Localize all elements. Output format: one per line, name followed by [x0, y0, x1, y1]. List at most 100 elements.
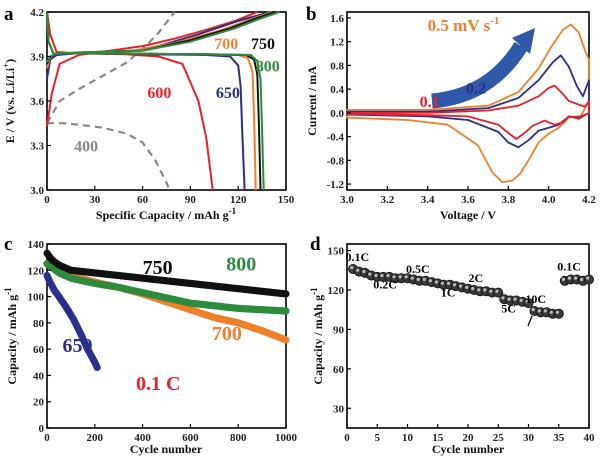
panel-d-rate-label-1C: 1C — [441, 286, 456, 300]
panel-b-ytick-label: 0.8 — [330, 60, 344, 72]
panel-b-ytick-label: 0.0 — [330, 108, 344, 120]
panel-d-point-highlight — [459, 284, 463, 288]
panel-b-xtick-label: 3.2 — [380, 194, 394, 206]
panel-d-xtick-label: 30 — [523, 432, 535, 444]
panel-d-point-highlight — [543, 309, 547, 313]
panel-a-letter: a — [4, 4, 14, 25]
panel-d-point-highlight — [362, 269, 366, 274]
panel-b-ytick-label: -1.2 — [327, 179, 345, 191]
panel-d-point-highlight — [434, 280, 438, 284]
panel-c-axes: 0 200 400 600 800 1000 0 20 40 60 80 100 120 140 — [28, 239, 298, 444]
panel-d-ytick-label: 90 — [333, 324, 345, 336]
panel-d-point-highlight — [531, 308, 535, 312]
panel-d-point-highlight — [380, 273, 384, 278]
panel-a-label-400: 400 — [74, 138, 98, 155]
panel-d-ytick-label: 30 — [333, 403, 345, 415]
panel-d-point-highlight — [392, 275, 396, 279]
panel-c-ytick-label: 100 — [28, 292, 45, 304]
panel-c-xtick-label: 0 — [44, 432, 50, 444]
panel-d-point-highlight — [537, 309, 541, 313]
panel-b-labels: 0.1 0.2 0.5 mV s-1 — [420, 15, 500, 111]
panel-d-xtick-label: 5 — [375, 432, 381, 444]
panel-d-xtick-label: 10 — [402, 432, 414, 444]
panel-d-rate-label-0-5C: 0.5C — [406, 262, 430, 276]
panel-d-point-highlight — [416, 277, 420, 281]
panel-a-ytick-label: 3.6 — [30, 96, 44, 108]
panel-d-xlabel: Cycle number — [432, 442, 505, 456]
panel-c-rate-annotation: 0.1 C — [136, 373, 180, 395]
panel-a-xtick-label: 120 — [230, 194, 247, 206]
panel-b-label-0-1: 0.1 — [420, 94, 440, 111]
panel-d-point-highlight — [350, 266, 354, 270]
panel-b-xtick-label: 3.8 — [501, 194, 515, 206]
panel-c-ytick-label: 140 — [28, 239, 45, 251]
panel-d-point-highlight — [477, 288, 481, 292]
panel-d-point-highlight — [513, 297, 517, 301]
panel-b-curves — [346, 23, 590, 184]
panel-c-letter: c — [4, 234, 12, 255]
panel-a-series-400-discharge-curve — [47, 122, 171, 191]
panel-d-xtick-label: 0 — [344, 432, 350, 444]
panel-d-ytick-label: 150 — [328, 246, 345, 258]
panel-b-ylabel: Current / mA — [305, 66, 319, 136]
panel-c-ytick-label: 80 — [33, 318, 45, 330]
panel-b-scan-rate-arrow-shaft — [431, 41, 528, 109]
panel-d-point-highlight — [471, 287, 475, 291]
panel-d-xtick-label: 25 — [493, 432, 505, 444]
panel-d-points — [348, 263, 595, 319]
panel-d-rate-label-0-1C: 0.1C — [345, 250, 369, 264]
panel-c-ytick-label: 60 — [33, 344, 45, 356]
panel-d-point-highlight — [368, 272, 372, 276]
panel-b-scan-rate-arrow-head — [512, 28, 535, 54]
panel-b-frame — [346, 11, 590, 191]
panel-c-ytick-label: 40 — [33, 370, 45, 382]
panel-b-ytick-label: -0.4 — [327, 132, 345, 144]
panel-d-point-highlight — [489, 289, 493, 293]
panel-c-point-650 — [93, 363, 101, 372]
panel-c-ylabel: Capacity / mAh g-1 — [3, 287, 19, 385]
panel-a-xtick-label: 150 — [278, 194, 295, 206]
panel-a-axes: 0 30 60 90 120 150 3.0 3.3 3.6 3.9 4.2 — [30, 7, 295, 206]
panel-a-curves — [46, 11, 280, 191]
panel-d-ylabel: Capacity / mAh g-1 — [309, 287, 325, 385]
panel-c-xtick-label: 800 — [230, 432, 247, 444]
panel-c-xtick-label: 200 — [87, 432, 104, 444]
panel-d-point-highlight — [580, 277, 584, 281]
panel-a-series-600-discharge-curve — [46, 11, 214, 191]
panel-c-label-800: 800 — [226, 253, 256, 275]
panel-b-letter: b — [306, 4, 317, 25]
panel-b-axes: 3.0 3.2 3.4 3.6 3.8 4.0 4.2 -1.2 -0.8 -0.4 0.0 0.4 0… — [327, 13, 597, 206]
panel-b-label-scan-rate: 0.5 mV s-1 — [428, 15, 500, 35]
panel-a-ytick-label: 3.9 — [30, 52, 44, 64]
panel-a: 0 30 60 90 120 150 3.0 3.3 3.6 3.9 4.2 400 600 650 70… — [1, 4, 295, 222]
panel-c-points — [43, 249, 290, 372]
panel-d-letter: d — [310, 234, 321, 255]
panel-d-point-highlight — [495, 289, 499, 293]
panel-a-series-800-discharge-curve — [46, 11, 265, 191]
panel-c-ytick-label: 120 — [28, 265, 45, 277]
panel-a-xtick-label: 0 — [44, 194, 50, 206]
panel-a-xtick-label: 60 — [137, 194, 149, 206]
panel-d-point-highlight — [507, 297, 511, 301]
panel-a-label-600: 600 — [147, 85, 171, 102]
panel-a-label-650: 650 — [216, 85, 240, 102]
panel-c-xlabel: Cycle number — [130, 442, 203, 456]
panel-c-point-800 — [282, 307, 290, 315]
panel-d-xtick-label: 20 — [463, 432, 475, 444]
panel-a-series-800-charge-curve — [46, 11, 280, 63]
panel-c-xtick-label: 1000 — [275, 432, 298, 444]
panel-a-series-600-charge-curve — [46, 11, 258, 127]
panel-d-point-highlight — [374, 273, 378, 278]
panel-a-xlabel: Specific Capacity / mAh g-1 — [96, 206, 237, 222]
panel-b: 3.0 3.2 3.4 3.6 3.8 4.0 4.2 -1.2 -0.8 -0.4 0.0 0.4 0… — [305, 4, 596, 222]
panel-a-label-750: 750 — [251, 36, 275, 53]
panel-a-labels: 400 600 650 700 750 800 — [74, 36, 280, 155]
panel-c: 0 200 400 600 800 1000 0 20 40 60 80 100 120 140 650 7… — [3, 234, 298, 456]
panel-d-labels: 0.1C 0.2C 0.5C 1C 2C 5C 10C 0.1C — [345, 250, 580, 315]
panel-a-xtick-label: 90 — [185, 194, 197, 206]
panel-d-xtick-label: 40 — [584, 432, 596, 444]
panel-d-point-highlight — [356, 268, 360, 272]
panel-c-label-650: 650 — [63, 335, 93, 357]
panel-d-point-highlight — [586, 276, 590, 280]
